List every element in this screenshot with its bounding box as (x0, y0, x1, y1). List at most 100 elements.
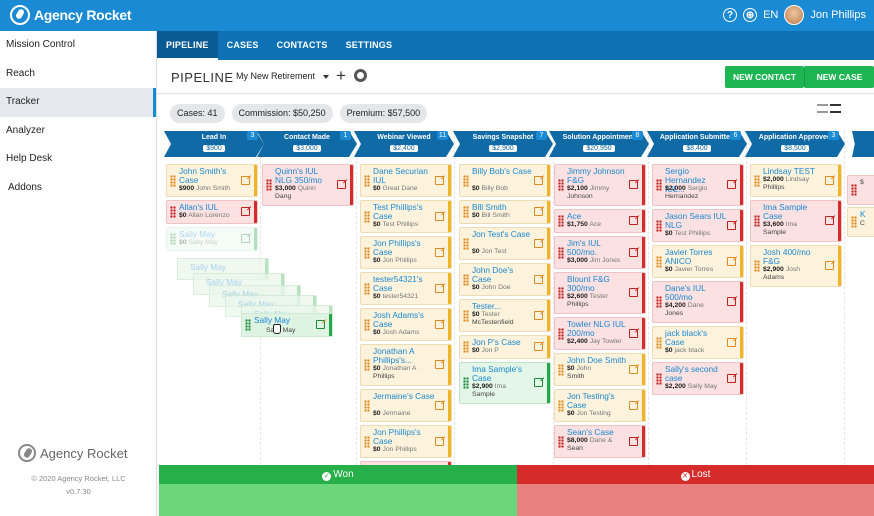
sidebar-item-help-desk[interactable]: Help Desk (6, 153, 53, 164)
drag-handle-icon[interactable] (754, 260, 760, 272)
pipeline-card[interactable]: Ima Sample Case $3,600 Ima Sample (750, 200, 842, 242)
gear-icon[interactable] (354, 69, 367, 82)
open-external-icon[interactable] (534, 175, 543, 185)
open-external-icon[interactable] (337, 180, 346, 189)
drag-handle-icon[interactable] (656, 219, 662, 232)
user-avatar[interactable] (784, 5, 805, 25)
drag-handle-icon[interactable] (364, 174, 370, 187)
card-title[interactable]: Quinn's IUL NLG 350/mo (275, 166, 323, 186)
drag-handle-icon[interactable] (170, 174, 176, 187)
drag-handle-icon[interactable] (170, 233, 176, 245)
card-title[interactable]: jack black's Case (665, 328, 708, 348)
drag-handle-icon[interactable] (364, 359, 370, 371)
card-title[interactable]: Lindsay TEST (763, 166, 815, 176)
drag-handle-icon[interactable] (266, 179, 272, 191)
pipeline-card-edge[interactable]: $ (847, 175, 874, 205)
pipeline-card[interactable]: Tester... $0 Tester McTestenfield (459, 299, 551, 332)
drag-handle-icon[interactable] (558, 179, 564, 191)
drag-handle-icon[interactable] (754, 174, 760, 187)
pipeline-card[interactable]: John Doe's Case $0 John Doe (459, 263, 551, 296)
open-external-icon[interactable] (241, 234, 250, 243)
drag-handle-icon[interactable] (463, 206, 469, 218)
card-title[interactable]: John Smith's Case (179, 166, 227, 186)
card-title[interactable]: Jon Test's Case (472, 229, 531, 239)
pipeline-card[interactable]: jack black's Case $0 jack black (652, 326, 744, 359)
pipeline-card[interactable]: Ima Sample's Case $2,900 Ima Sample (459, 362, 551, 404)
drag-handle-icon[interactable] (656, 296, 662, 308)
drag-handle-icon[interactable] (364, 318, 370, 331)
drag-handle-icon[interactable] (364, 435, 370, 448)
pipeline-card[interactable]: Jon Test's Case $0 Jon Test (459, 227, 551, 260)
drag-handle-icon[interactable] (364, 210, 370, 223)
card-title[interactable]: John Doe's Case (472, 265, 514, 285)
drag-handle-icon[interactable] (463, 174, 469, 187)
open-external-icon[interactable] (534, 207, 543, 216)
pipeline-card[interactable]: Dane's IUL 500/mo $4,200 Dane Jones (652, 281, 744, 323)
pipeline-card[interactable]: Javier Torres ANICO $0 Javier Torres (652, 245, 744, 278)
open-external-icon[interactable] (435, 247, 444, 257)
open-external-icon[interactable] (629, 247, 638, 257)
pipeline-card[interactable]: Sally's second case $2,200 Sally May (652, 362, 744, 395)
open-external-icon[interactable] (825, 216, 834, 225)
open-external-icon[interactable] (629, 364, 638, 374)
open-external-icon[interactable] (435, 319, 444, 329)
tab-contacts[interactable]: CONTACTS (276, 40, 328, 50)
pipeline-card[interactable]: John Smith's Case $900 John Smith (166, 164, 258, 197)
pipeline-card[interactable]: John Doe Smith $0 John Smith (554, 353, 646, 386)
card-title[interactable]: Towler NLG IUL 200/mo (567, 319, 626, 339)
open-external-icon[interactable] (727, 220, 736, 230)
card-title[interactable]: Jermaine's Case (373, 391, 435, 401)
card-title[interactable]: Sergio Hernandez IUL... (665, 166, 706, 195)
card-title[interactable]: Sally May (179, 229, 215, 239)
lost-dropzone[interactable]: ✕ Lost (517, 465, 874, 516)
tab-settings[interactable]: SETTINGS (345, 40, 393, 50)
card-title[interactable]: Ima Sample's Case (472, 364, 523, 384)
pipeline-card[interactable]: Jon Phillips's Case $0 Jon Phillips (360, 425, 452, 458)
add-pipeline-button[interactable]: + (336, 66, 346, 85)
pipeline-card[interactable]: Jim's IUL 500/mo. $3,000 Jim Jones (554, 236, 646, 269)
user-name[interactable]: Jon Phillips (810, 9, 866, 21)
card-title[interactable]: Jackson's IUL (373, 463, 435, 465)
drag-handle-icon[interactable] (851, 216, 857, 228)
pipeline-card[interactable]: Jon Testing's Case $0 Jon Testing (554, 389, 646, 422)
drag-handle-icon[interactable] (463, 341, 469, 353)
card-title[interactable]: Dane's IUL 500/mo (665, 283, 706, 303)
language-label[interactable]: EN (763, 9, 779, 21)
pipeline-card[interactable]: Quinn's IUL NLG 350/mo $3,000 Quinn Dang (262, 164, 354, 206)
view-toggle[interactable] (817, 104, 841, 113)
pipeline-card[interactable]: Test Phillips's Case $0 Test Phillips (360, 200, 452, 233)
card-title[interactable]: John Doe Smith (567, 355, 627, 365)
sidebar-item-reach[interactable]: Reach (6, 67, 35, 79)
card-title[interactable]: Ace (567, 211, 582, 221)
pipeline-card[interactable]: tester54321's Case $0 tester54321 (360, 272, 452, 305)
drag-handle-icon[interactable] (170, 206, 176, 218)
open-external-icon[interactable] (241, 207, 250, 216)
card-title[interactable]: Blount F&G 300/mo (567, 274, 610, 294)
card-title[interactable]: Test Phillips's Case (373, 202, 423, 222)
card-title[interactable]: Billy Bob's Case (472, 166, 532, 176)
pipeline-card-edge[interactable]: K C (847, 207, 874, 237)
card-title[interactable]: Dane Securian IUL (373, 166, 428, 186)
open-external-icon[interactable] (629, 180, 638, 189)
drag-handle-icon[interactable] (463, 273, 469, 286)
card-title[interactable]: Ima Sample Case (763, 202, 808, 222)
drag-handle-icon[interactable] (463, 377, 469, 389)
open-external-icon[interactable] (727, 297, 736, 306)
drag-handle-icon[interactable] (558, 246, 564, 259)
drag-handle-icon[interactable] (558, 435, 564, 448)
card-title[interactable]: Tester... (472, 301, 502, 311)
open-external-icon[interactable] (435, 211, 444, 221)
pipeline-card[interactable]: Ace $1,750 Ace (554, 209, 646, 233)
card-title[interactable]: Allan's IUL (179, 202, 219, 212)
card-title[interactable]: Jon Phillips's Case (373, 427, 421, 447)
drag-handle-icon[interactable] (364, 282, 370, 295)
card-title[interactable]: Jonathan A Phillips's... (373, 346, 415, 366)
pipeline-card[interactable]: Josh 400/mo F&G $2,900 Josh Adams (750, 245, 842, 287)
card-title[interactable]: Jon Phillips's Case (373, 238, 421, 258)
pipeline-card[interactable]: Allan's IUL $0 Allan Lorenzo (166, 200, 258, 224)
open-external-icon[interactable] (727, 256, 736, 266)
card-title[interactable]: Jon Testing's Case (567, 391, 615, 411)
card-title[interactable]: Javier Torres ANICO (665, 247, 713, 267)
new-contact-button[interactable]: NEW CONTACT (725, 66, 804, 88)
open-external-icon[interactable] (727, 180, 736, 189)
